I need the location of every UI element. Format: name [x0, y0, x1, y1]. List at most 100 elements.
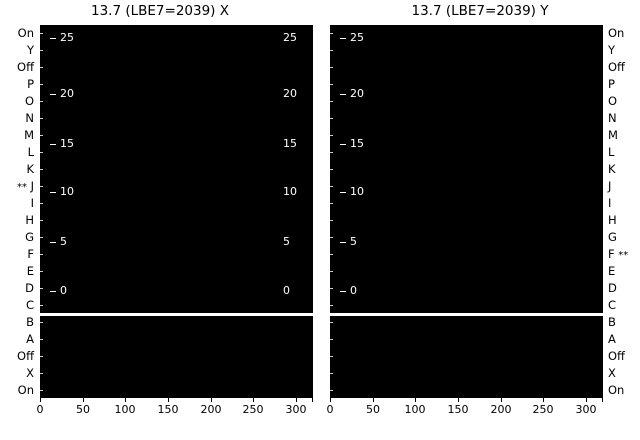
category-tick	[40, 390, 43, 391]
y-tick-label-15: 15	[350, 137, 364, 150]
category-label-on-0: On	[608, 26, 625, 41]
category-tick	[330, 135, 333, 136]
category-tick	[330, 305, 333, 306]
y-tick-label-5: 5	[283, 235, 290, 248]
x-tick-mark	[296, 398, 297, 402]
category-label-i-10: I	[608, 196, 612, 211]
category-label-h-11: H	[608, 212, 617, 227]
panel-y-xaxis: 0 50 100 150 200 250 300	[327, 398, 603, 438]
category-tick	[330, 339, 333, 340]
x-tick-label-50: 50	[366, 403, 380, 416]
category-tick	[40, 254, 43, 255]
category-label-j-9: J	[608, 179, 612, 194]
category-label-e-14: E	[26, 263, 34, 278]
panel-x-sub-axes[interactable]	[40, 316, 313, 398]
x-tick-label-0: 0	[36, 403, 44, 416]
y-tick-label-20: 20	[283, 87, 297, 100]
panel-y: 13.7 (LBE7=2039) Y 25 20 15 10 5 0 0 50 100 150 2…	[320, 0, 640, 440]
y-tick-label-25: 25	[60, 31, 74, 44]
category-tick	[40, 135, 43, 136]
category-label-off-19: Off	[608, 348, 625, 363]
x-tick-mark	[211, 398, 212, 402]
y-tick-dash	[340, 291, 346, 292]
category-tick	[330, 356, 333, 357]
category-label-text: J	[30, 179, 34, 194]
x-tick-mark	[373, 398, 374, 402]
panel-y-sub-axes[interactable]	[330, 316, 603, 398]
category-tick	[40, 305, 43, 306]
x-tick-mark	[40, 398, 41, 402]
starred-marker: **	[618, 249, 629, 261]
y-tick-dash	[340, 94, 346, 95]
category-label-h-11: H	[25, 212, 34, 227]
category-tick	[330, 203, 333, 204]
y-tick-dash	[50, 144, 56, 145]
category-tick	[330, 50, 333, 51]
category-tick	[40, 169, 43, 170]
category-tick	[40, 33, 43, 34]
x-tick-mark	[602, 398, 603, 402]
category-label-i-10: I	[30, 196, 34, 211]
y-tick-label-20: 20	[350, 87, 364, 100]
x-tick-label-250: 250	[532, 403, 554, 416]
category-label-p-3: P	[27, 77, 34, 92]
x-tick-label-300: 300	[575, 403, 597, 416]
category-label-on-0: On	[17, 26, 34, 41]
x-tick-mark	[543, 398, 544, 402]
x-tick-label-200: 200	[490, 403, 512, 416]
category-label-g-12: G	[25, 229, 34, 244]
panel-y-title: 13.7 (LBE7=2039) Y	[411, 3, 549, 19]
category-tick	[40, 271, 43, 272]
category-label-k-8: K	[26, 162, 34, 177]
category-tick	[330, 390, 333, 391]
y-tick-label-0: 0	[60, 284, 67, 297]
y-tick-dash	[340, 144, 346, 145]
x-tick-mark	[501, 398, 502, 402]
category-axis-right: On Y Off P O N M L K J I H G F ** E D C B A Off X On	[605, 25, 640, 398]
category-label-c-16: C	[608, 297, 617, 312]
y-tick-label-15: 15	[60, 137, 74, 150]
category-label-m-6: M	[24, 128, 34, 143]
panel-x: 13.7 (LBE7=2039) X 25 20 15 10 5 0 25 20 15 10 5 0 …	[36, 3, 313, 416]
category-label-f-13: F	[27, 246, 34, 261]
panel-y-main-axes[interactable]: 25 20 15 10 5 0	[330, 25, 603, 313]
category-label-x-20: X	[608, 365, 616, 380]
x-tick-mark	[253, 398, 254, 402]
category-label-o-4: O	[24, 94, 34, 109]
y-tick-label-15: 15	[283, 137, 297, 150]
category-label-g-12: G	[608, 229, 617, 244]
panel-x-main-axes[interactable]: 25 20 15 10 5 0 25 20 15 10 5 0	[40, 25, 313, 313]
category-tick	[330, 169, 333, 170]
y-tick-dash	[50, 242, 56, 243]
category-label-on-21: On	[608, 382, 625, 397]
category-tick	[40, 84, 43, 85]
y-tick-dash	[50, 38, 56, 39]
category-tick	[330, 373, 333, 374]
category-tick	[40, 50, 43, 51]
x-tick-mark	[125, 398, 126, 402]
category-label-off-2: Off	[608, 60, 625, 75]
category-label-m-6: M	[608, 128, 618, 143]
category-label-c-16: C	[25, 297, 34, 312]
x-tick-label-100: 100	[404, 403, 426, 416]
category-tick	[40, 288, 43, 289]
category-tick	[330, 67, 333, 68]
category-label-b-17: B	[26, 314, 34, 329]
category-label-p-3: P	[608, 77, 615, 92]
category-tick	[330, 288, 333, 289]
category-tick	[330, 220, 333, 221]
category-tick	[330, 33, 333, 34]
category-label-k-8: K	[608, 162, 616, 177]
category-tick	[40, 152, 43, 153]
category-label-off-19: Off	[17, 348, 34, 363]
category-label-y-1: Y	[608, 43, 616, 58]
x-tick-label-200: 200	[200, 403, 222, 416]
category-tick	[40, 373, 43, 374]
x-tick-mark	[312, 398, 313, 402]
category-tick	[330, 254, 333, 255]
category-label-j-9: ** J	[17, 179, 34, 193]
category-tick	[40, 203, 43, 204]
category-axis-left: On Y Off P O N M L K ** J I H G F E D C B A Off X On	[0, 25, 38, 398]
x-tick-label-50: 50	[76, 403, 90, 416]
category-label-n-5: N	[25, 111, 34, 126]
